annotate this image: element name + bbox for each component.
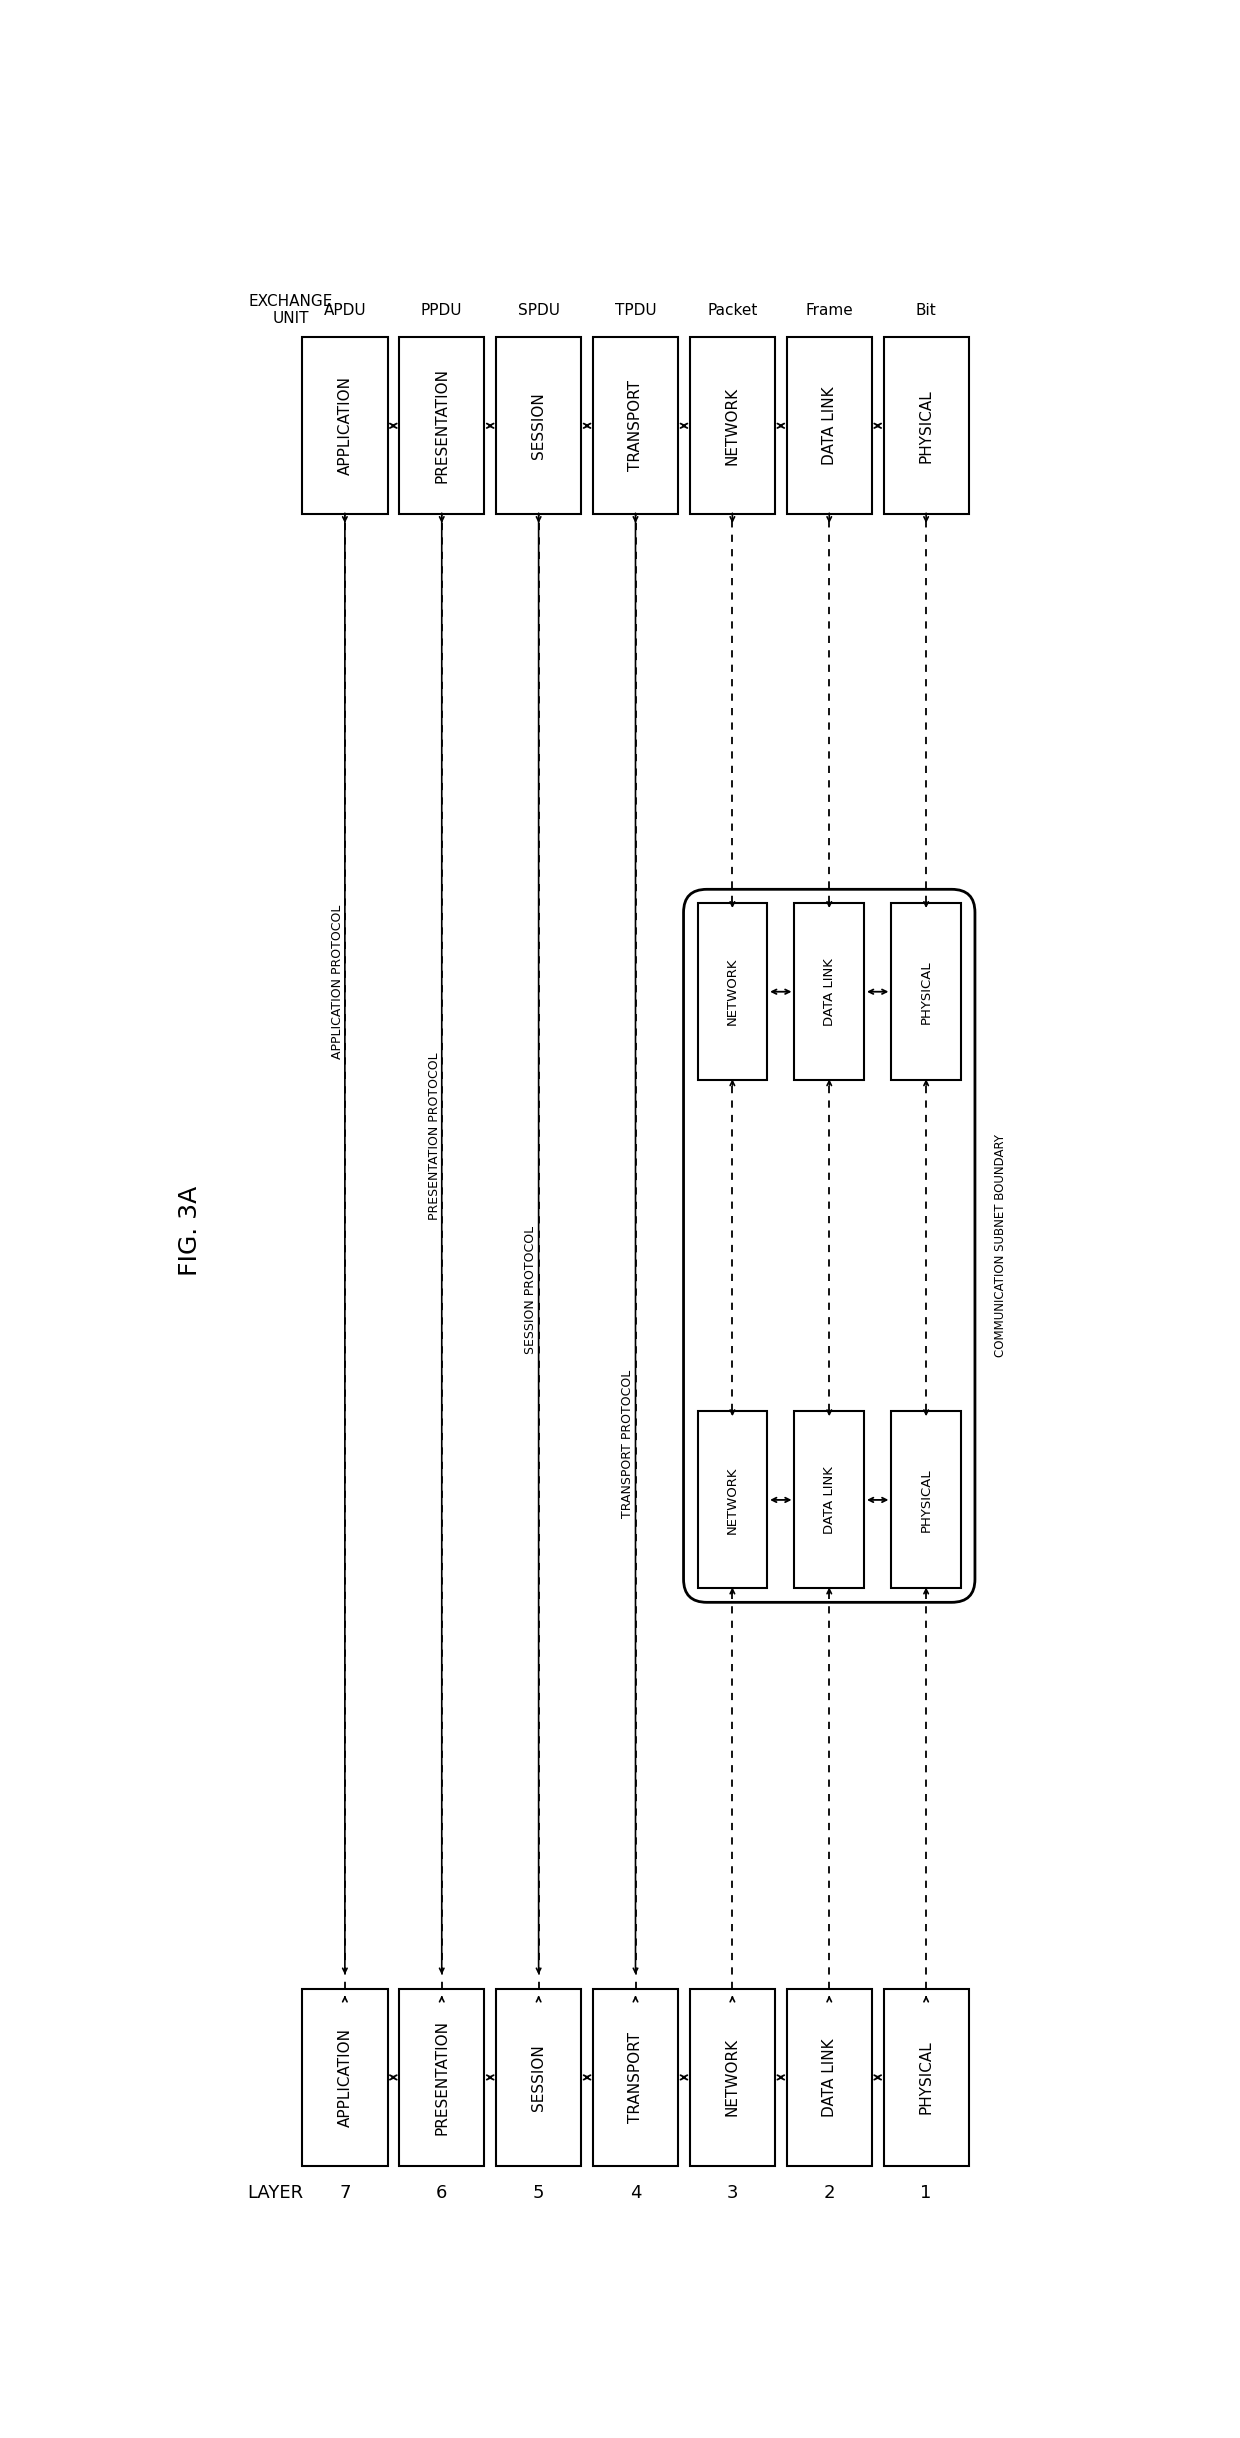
Text: NETWORK: NETWORK	[725, 958, 739, 1026]
Text: PRESENTATION: PRESENTATION	[434, 2021, 449, 2136]
Bar	[689, 336, 775, 514]
Text: 4: 4	[630, 2184, 641, 2202]
Text: NETWORK: NETWORK	[725, 1465, 739, 1534]
Text: PRESENTATION PROTOCOL: PRESENTATION PROTOCOL	[428, 1053, 440, 1219]
Text: Packet: Packet	[707, 302, 758, 317]
Text: SPDU: SPDU	[517, 302, 559, 317]
Bar	[303, 1989, 387, 2165]
Text: TPDU: TPDU	[615, 302, 656, 317]
Text: PHYSICAL: PHYSICAL	[919, 390, 934, 463]
Text: 6: 6	[436, 2184, 448, 2202]
Bar	[689, 1989, 775, 2165]
Bar	[496, 1989, 582, 2165]
Text: SESSION: SESSION	[531, 393, 546, 458]
Text: 1: 1	[920, 2184, 931, 2202]
Text: DATA LINK: DATA LINK	[822, 388, 837, 466]
Text: PHYSICAL: PHYSICAL	[920, 1468, 932, 1531]
Bar	[892, 1412, 961, 1590]
Bar	[883, 1989, 968, 2165]
Bar	[399, 1989, 485, 2165]
Text: TRANSPORT PROTOCOL: TRANSPORT PROTOCOL	[621, 1370, 634, 1519]
Bar	[795, 902, 864, 1080]
Text: DATA LINK: DATA LINK	[823, 1465, 836, 1534]
Bar	[496, 336, 582, 514]
Bar	[892, 902, 961, 1080]
Bar	[883, 336, 968, 514]
Text: PHYSICAL: PHYSICAL	[919, 2041, 934, 2114]
Text: NETWORK: NETWORK	[725, 388, 740, 466]
Text: DATA LINK: DATA LINK	[822, 2038, 837, 2116]
Text: DATA LINK: DATA LINK	[823, 958, 836, 1026]
Text: SESSION: SESSION	[531, 2043, 546, 2111]
Text: APPLICATION PROTOCOL: APPLICATION PROTOCOL	[331, 904, 343, 1058]
Bar	[786, 1989, 872, 2165]
Bar	[303, 336, 387, 514]
Bar	[593, 1989, 678, 2165]
Text: PRESENTATION: PRESENTATION	[434, 368, 449, 483]
Text: TRANSPORT: TRANSPORT	[627, 380, 644, 471]
Text: NETWORK: NETWORK	[725, 2038, 740, 2116]
Text: COMMUNICATION SUBNET BOUNDARY: COMMUNICATION SUBNET BOUNDARY	[994, 1134, 1007, 1358]
Bar	[697, 1412, 768, 1590]
Text: APPLICATION: APPLICATION	[337, 375, 352, 475]
Text: PHYSICAL: PHYSICAL	[920, 961, 932, 1024]
Bar	[399, 336, 485, 514]
Bar	[786, 336, 872, 514]
Text: Frame: Frame	[805, 302, 853, 317]
Bar	[697, 902, 768, 1080]
Text: EXCHANGE
UNIT: EXCHANGE UNIT	[248, 295, 332, 327]
Text: 5: 5	[533, 2184, 544, 2202]
Text: 7: 7	[339, 2184, 351, 2202]
Bar	[795, 1412, 864, 1590]
Text: APPLICATION: APPLICATION	[337, 2028, 352, 2126]
Text: TRANSPORT: TRANSPORT	[627, 2031, 644, 2123]
Text: SESSION PROTOCOL: SESSION PROTOCOL	[525, 1226, 537, 1353]
Text: Bit: Bit	[916, 302, 936, 317]
Text: PPDU: PPDU	[422, 302, 463, 317]
Text: 3: 3	[727, 2184, 738, 2202]
Bar	[593, 336, 678, 514]
Text: 2: 2	[823, 2184, 835, 2202]
Text: APDU: APDU	[324, 302, 366, 317]
Text: LAYER: LAYER	[247, 2184, 304, 2202]
Text: FIG. 3A: FIG. 3A	[177, 1185, 202, 1278]
